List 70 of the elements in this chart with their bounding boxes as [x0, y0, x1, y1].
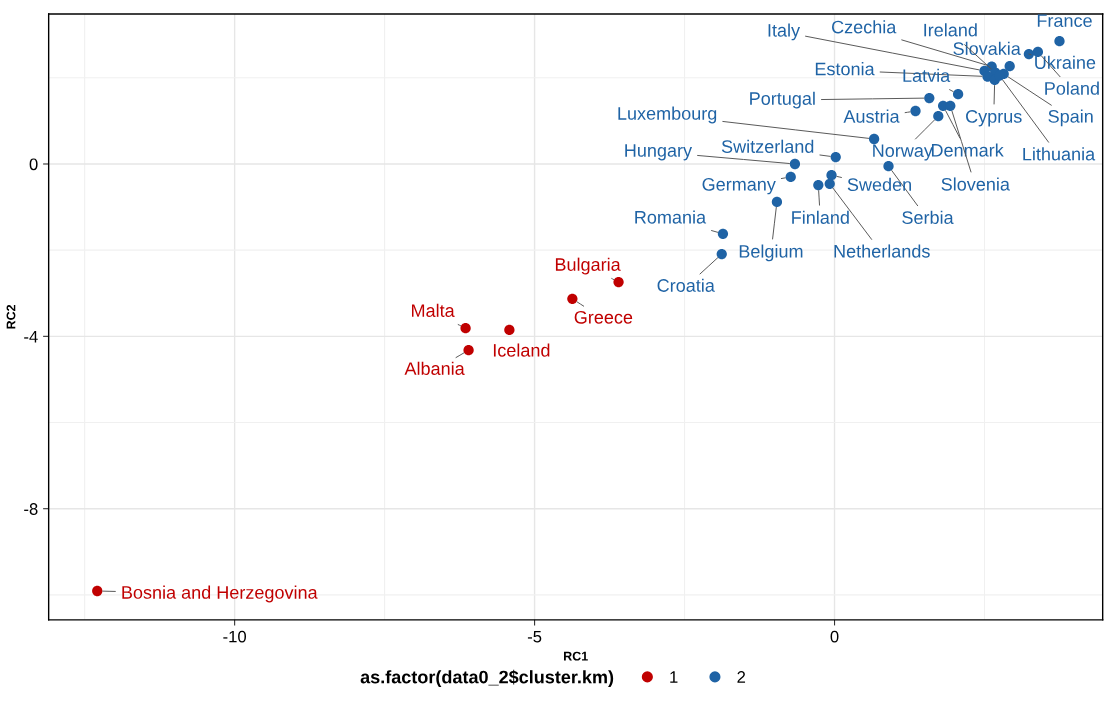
- data-label: Croatia: [657, 278, 715, 292]
- point: [933, 111, 944, 122]
- data-label: Portugal: [750, 91, 815, 109]
- point: [952, 89, 964, 100]
- data-label: Poland: [1045, 81, 1099, 95]
- point: [504, 324, 515, 336]
- point: [463, 344, 474, 356]
- data-label: Greece: [574, 310, 633, 324]
- point: [924, 92, 935, 104]
- point: [910, 105, 921, 117]
- y-axis-title: RC2: [6, 304, 16, 329]
- legend-title: as.factor(data0_2$cluster.km): [360, 669, 614, 687]
- data-label: Estonia: [815, 62, 875, 76]
- data-label: Cyprus: [966, 110, 1022, 127]
- data-label: Italy: [768, 23, 801, 41]
- point: [1054, 36, 1065, 47]
- data-label: Bulgaria: [555, 257, 621, 275]
- data-label: Finland: [792, 210, 849, 224]
- point: [92, 585, 103, 597]
- point: [717, 228, 729, 239]
- data-label: Malta: [412, 303, 455, 317]
- y-tick-label: 0: [29, 158, 38, 171]
- point: [1004, 61, 1015, 72]
- point: [945, 100, 956, 111]
- data-label: France: [1037, 14, 1092, 28]
- data-label: Belgium: [739, 244, 803, 262]
- data-label: Germany: [702, 177, 776, 195]
- x-axis-title: RC1: [564, 651, 588, 661]
- point: [789, 158, 801, 170]
- x-tick-label: -10: [223, 630, 247, 643]
- data-label: Latvia: [903, 68, 951, 83]
- data-label: Ireland: [924, 23, 977, 37]
- point: [460, 323, 471, 334]
- y-tick-label: -4: [24, 330, 38, 343]
- point: [785, 171, 796, 183]
- data-label: Ukraine: [1035, 55, 1096, 69]
- x-tick-label: 0: [830, 630, 839, 643]
- data-label: Albania: [404, 361, 465, 375]
- data-label: Spain: [1048, 109, 1093, 127]
- data-label: Serbia: [902, 210, 954, 224]
- point: [824, 178, 835, 189]
- data-label: Czechia: [832, 20, 897, 34]
- data-label: Norway: [873, 144, 933, 161]
- point: [716, 248, 727, 260]
- legend-label: 2: [737, 671, 746, 683]
- data-label: Slovenia: [941, 177, 1010, 191]
- data-label: Lithuania: [1023, 147, 1096, 161]
- point: [813, 179, 824, 191]
- point: [567, 293, 578, 305]
- point: [613, 276, 624, 288]
- data-label: Denmark: [931, 143, 1004, 157]
- point: [771, 196, 783, 208]
- x-tick-label: -5: [527, 630, 542, 643]
- data-label: Netherlands: [834, 244, 930, 258]
- point: [1023, 48, 1035, 60]
- point: [826, 170, 837, 181]
- data-label: Iceland: [493, 343, 550, 357]
- data-label: Sweden: [847, 177, 911, 192]
- legend-label: 1: [670, 671, 678, 683]
- point: [883, 160, 894, 172]
- data-label: Switzerland: [721, 139, 814, 153]
- point: [830, 151, 841, 163]
- y-tick-label: -8: [24, 503, 38, 515]
- data-label: Austria: [843, 109, 900, 123]
- data-label: Romania: [635, 210, 707, 224]
- data-label: Bosnia and Herzegovina: [122, 585, 318, 603]
- data-label: Luxembourg: [618, 106, 717, 124]
- point: [868, 133, 880, 145]
- data-label: Slovakia: [953, 41, 1021, 56]
- data-label: Hungary: [625, 144, 693, 161]
